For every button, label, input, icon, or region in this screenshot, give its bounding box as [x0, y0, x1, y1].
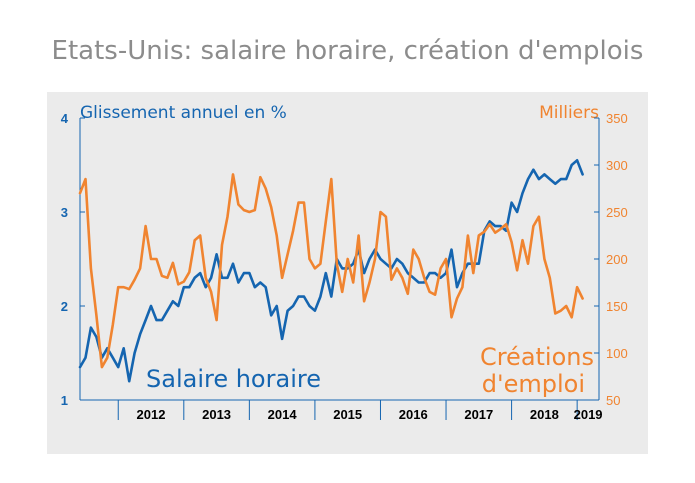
jobs-annotation-line2: d'emploi: [482, 370, 585, 398]
right-tick-label: 50: [606, 393, 620, 408]
left-tick-label: 4: [61, 111, 69, 126]
right-tick-label: 300: [606, 158, 628, 173]
left-tick-label: 3: [61, 205, 68, 220]
wage-annotation: Salaire horaire: [146, 365, 321, 393]
x-tick-label: 2017: [464, 407, 493, 422]
jobs-annotation-line1: Créations: [480, 343, 594, 371]
left-tick-label: 2: [61, 299, 68, 314]
x-tick-label: 2015: [333, 407, 362, 422]
right-tick-label: 100: [606, 346, 628, 361]
x-tick-label: 2012: [137, 407, 166, 422]
x-tick-label: 2018: [530, 407, 559, 422]
right-tick-label: 350: [606, 111, 628, 126]
x-tick-label: 2014: [268, 407, 298, 422]
right-tick-label: 150: [606, 299, 628, 314]
series-lines: [78, 159, 584, 383]
x-tick-label: 2016: [399, 407, 428, 422]
x-tick-label: 2013: [202, 407, 231, 422]
right-axis-label: Milliers: [539, 103, 599, 123]
left-axis-label: Glissement annuel en %: [80, 103, 287, 123]
chart-title: Etats-Unis: salaire horaire, création d'…: [51, 36, 644, 66]
wage-series-line: [78, 159, 584, 383]
axes: 1 2 3 4 50 100 150 200 250 300 350 2012 2013 2014 2015…: [61, 111, 628, 422]
right-tick-label: 250: [606, 205, 628, 220]
jobs-series-line: [78, 173, 584, 369]
right-tick-label: 200: [606, 252, 628, 267]
left-tick-label: 1: [61, 393, 68, 408]
x-tick-label: 2019: [574, 407, 603, 422]
